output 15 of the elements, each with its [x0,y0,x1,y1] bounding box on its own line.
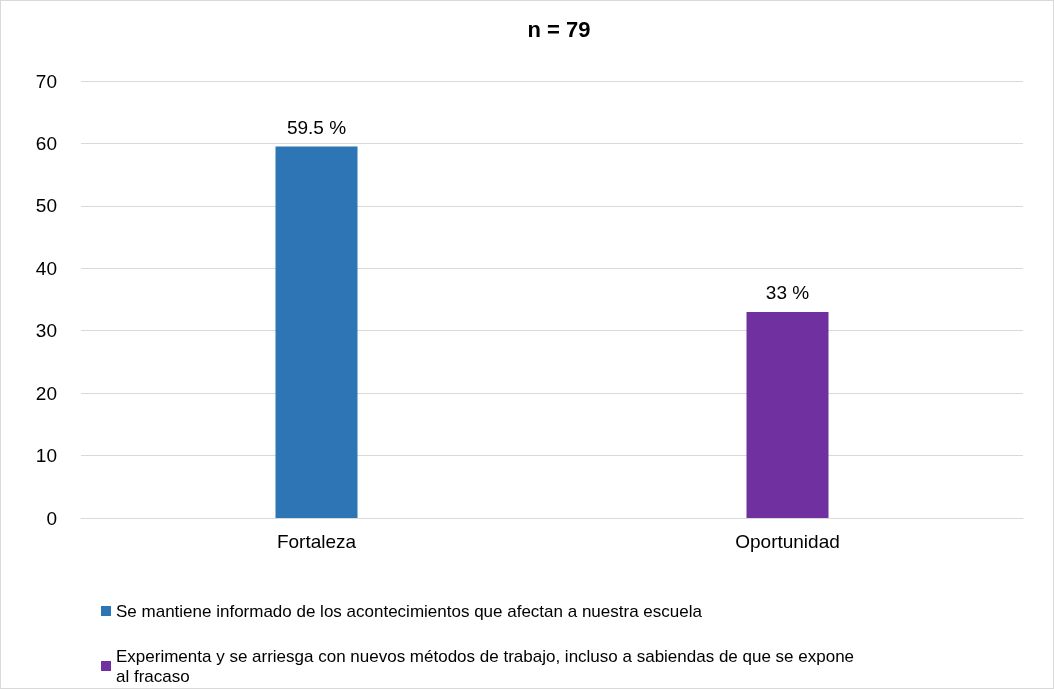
y-tick-label: 60 [35,132,57,154]
legend-label: Se mantiene informado de los acontecimientos que afectan a nuestra escuela [116,601,703,621]
y-tick-label: 0 [46,507,57,529]
data-label: 59.5 % [286,116,347,138]
x-tick-label: Oportunidad [735,531,840,552]
y-tick-label: 20 [35,382,57,404]
x-tick-label: Fortaleza [276,531,357,552]
data-label: 33 % [765,281,810,303]
y-tick-label: 70 [35,70,57,92]
y-tick-label: 50 [35,195,57,217]
y-tick-label: 10 [35,445,57,467]
chart-title: n = 79 [527,16,591,42]
y-tick-label: 30 [35,320,57,342]
legend-label: Experimenta y se arriesga con nuevos métodos de trabajo, incluso a sabiendas de que se expone al fracaso [116,646,859,686]
y-tick-label: 40 [35,257,57,279]
